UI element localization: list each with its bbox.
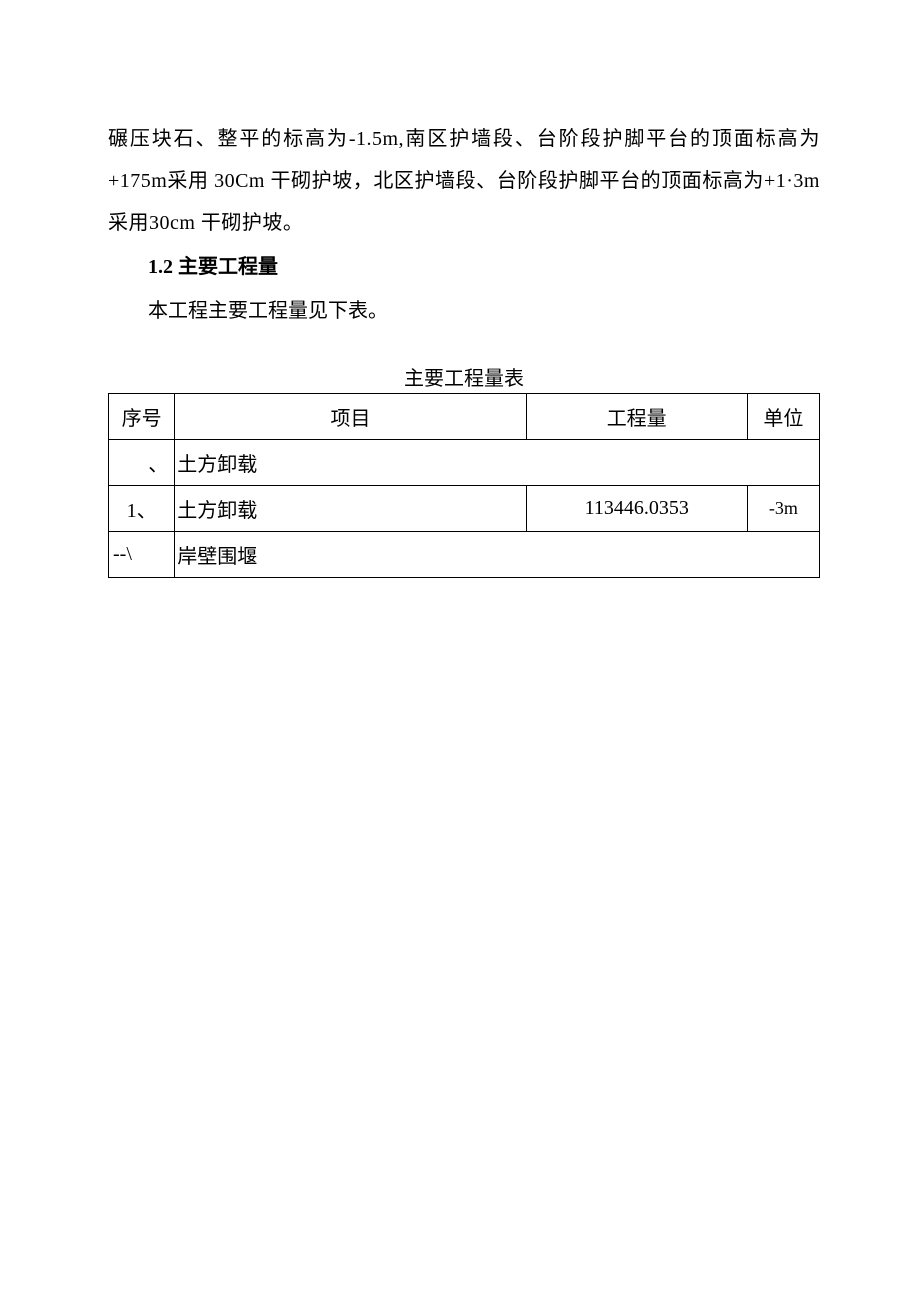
header-qty: 工程量	[526, 394, 747, 440]
header-seq: 序号	[109, 394, 175, 440]
page-content: 碾压块石、整平的标高为-1.5m,南区护墙段、台阶段护脚平台的顶面标高为+175…	[0, 0, 920, 578]
cell-seq: 1、	[109, 486, 175, 532]
table-row: 、 土方卸载	[109, 440, 820, 486]
quantity-table: 序号 项目 工程量 单位 、 土方卸载 1、 土方卸载 113446.0353 …	[108, 393, 820, 578]
cell-item: 土方卸载	[175, 440, 820, 486]
cell-seq: 、	[109, 440, 175, 486]
table-row: 1、 土方卸载 113446.0353 -3m	[109, 486, 820, 532]
section-heading: 1.2 主要工程量	[148, 246, 820, 288]
header-item: 项目	[175, 394, 526, 440]
cell-item: 土方卸载	[175, 486, 526, 532]
cell-unit: -3m	[747, 486, 819, 532]
table-title: 主要工程量表	[108, 362, 820, 391]
cell-seq: --\	[109, 532, 175, 578]
section-intro: 本工程主要工程量见下表。	[148, 290, 820, 332]
cell-qty: 113446.0353	[526, 486, 747, 532]
table-header-row: 序号 项目 工程量 单位	[109, 394, 820, 440]
table-row: --\ 岸壁围堰	[109, 532, 820, 578]
cell-item: 岸壁围堰	[175, 532, 820, 578]
body-paragraph: 碾压块石、整平的标高为-1.5m,南区护墙段、台阶段护脚平台的顶面标高为+175…	[108, 118, 820, 244]
header-unit: 单位	[747, 394, 819, 440]
